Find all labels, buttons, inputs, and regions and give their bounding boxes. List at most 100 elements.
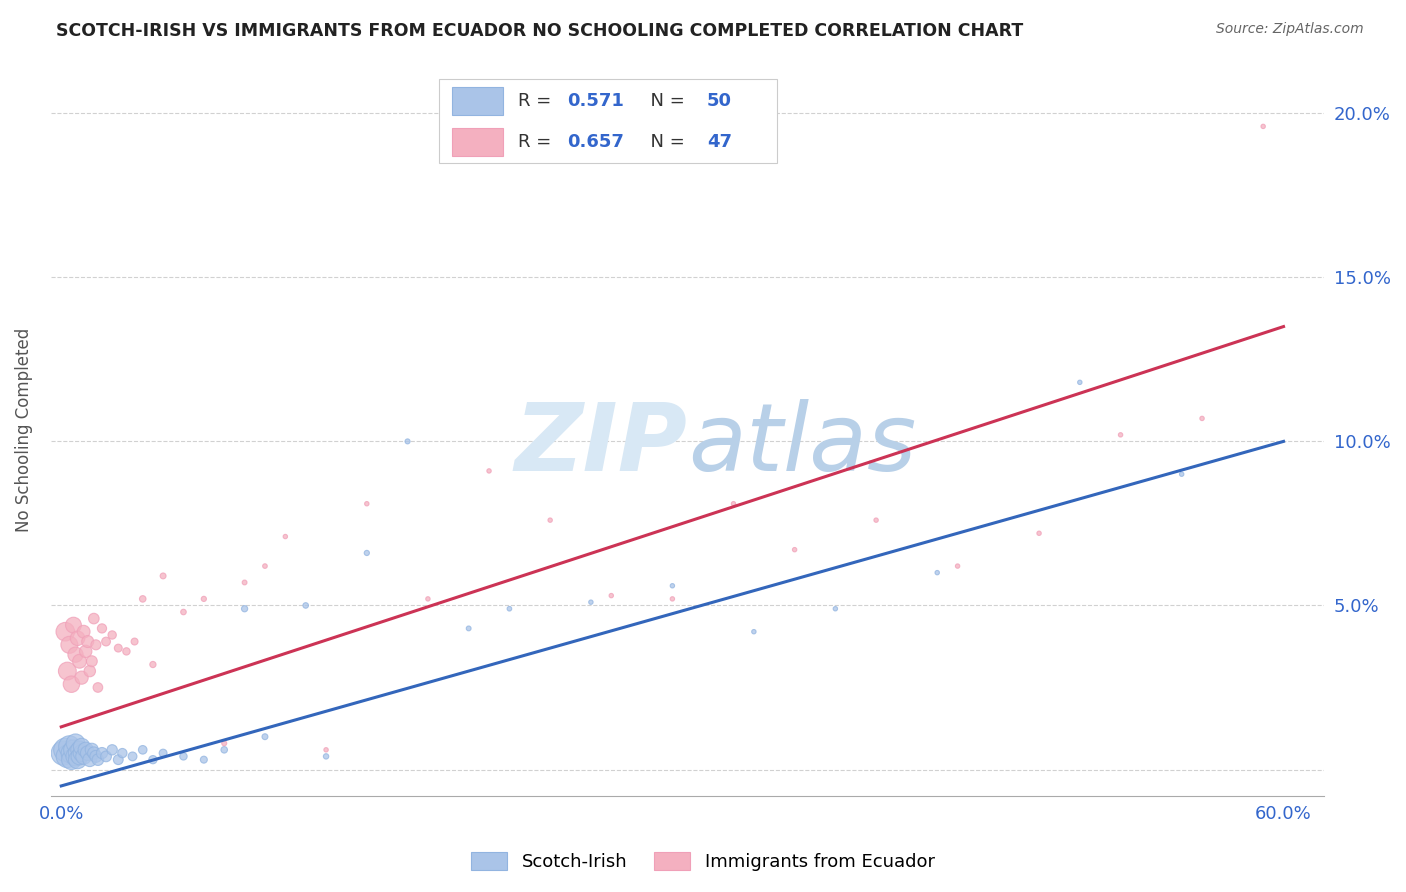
Point [1028,526,1050,541]
Point [65,648,87,662]
Point [70,746,93,760]
Point [75,743,97,757]
Point [742,624,765,639]
Point [69,654,91,668]
Point [101,628,124,642]
Point [538,513,561,527]
Point [69,749,91,764]
Point [76,746,98,760]
Text: SCOTCH-IRISH VS IMMIGRANTS FROM ECUADOR NO SCHOOLING COMPLETED CORRELATION CHART: SCOTCH-IRISH VS IMMIGRANTS FROM ECUADOR … [56,22,1024,40]
Point [70,671,93,685]
Point [927,566,949,580]
Point [94,749,117,764]
Legend: Scotch-Irish, Immigrants from Ecuador: Scotch-Irish, Immigrants from Ecuador [464,845,942,879]
Point [83,611,105,625]
Point [124,634,146,648]
Point [72,624,94,639]
Point [294,599,316,613]
Point [1109,427,1132,442]
Point [172,605,194,619]
Point [60,677,83,691]
Point [315,743,337,757]
Point [75,644,97,658]
Point [84,638,107,652]
Point [87,681,110,695]
Point [62,618,84,632]
Point [396,434,419,449]
Text: 0.657: 0.657 [567,133,624,151]
Point [83,746,105,760]
Point [132,743,155,757]
Point [121,749,143,764]
Point [142,657,165,672]
Text: N =: N = [640,93,690,111]
Point [661,591,683,606]
Point [91,622,114,636]
Point [91,746,114,760]
Point [66,632,89,646]
Text: 50: 50 [707,93,731,111]
Point [233,575,256,590]
FancyBboxPatch shape [453,87,503,115]
Point [498,601,520,615]
Point [65,736,87,750]
Point [356,497,378,511]
Text: Source: ZipAtlas.com: Source: ZipAtlas.com [1216,22,1364,37]
Point [142,753,165,767]
Point [865,513,887,527]
Point [60,753,83,767]
Point [53,743,76,757]
Point [478,464,501,478]
Point [79,753,101,767]
Point [579,595,602,609]
Text: 0.571: 0.571 [567,93,624,111]
Text: ZIP: ZIP [515,399,688,491]
Text: atlas: atlas [688,399,915,490]
Point [193,591,215,606]
Point [70,739,93,754]
Point [315,749,337,764]
Point [457,622,479,636]
Point [56,749,79,764]
Point [107,641,129,656]
Point [53,624,76,639]
FancyBboxPatch shape [440,78,776,163]
Point [58,739,80,754]
Text: N =: N = [640,133,690,151]
Point [101,743,124,757]
Point [274,530,297,544]
Point [946,559,969,574]
Point [80,654,103,668]
Point [152,746,174,760]
Point [1069,376,1091,390]
Point [824,601,846,615]
Point [60,746,83,760]
Text: 47: 47 [707,133,731,151]
Point [212,743,235,757]
Point [115,644,138,658]
Point [356,546,378,560]
Point [193,753,215,767]
Point [79,664,101,678]
FancyBboxPatch shape [453,128,503,155]
Point [253,730,276,744]
Point [111,746,134,760]
Point [661,579,683,593]
Point [94,634,117,648]
Point [87,753,110,767]
Point [723,497,745,511]
Point [66,746,89,760]
Point [84,749,107,764]
Point [1170,467,1192,482]
Point [783,542,806,557]
Point [152,569,174,583]
Point [69,743,91,757]
Point [56,664,79,678]
Point [72,749,94,764]
Point [52,746,75,760]
Text: R =: R = [519,133,557,151]
Point [1251,120,1274,134]
Point [65,749,87,764]
Point [62,743,84,757]
Point [172,749,194,764]
